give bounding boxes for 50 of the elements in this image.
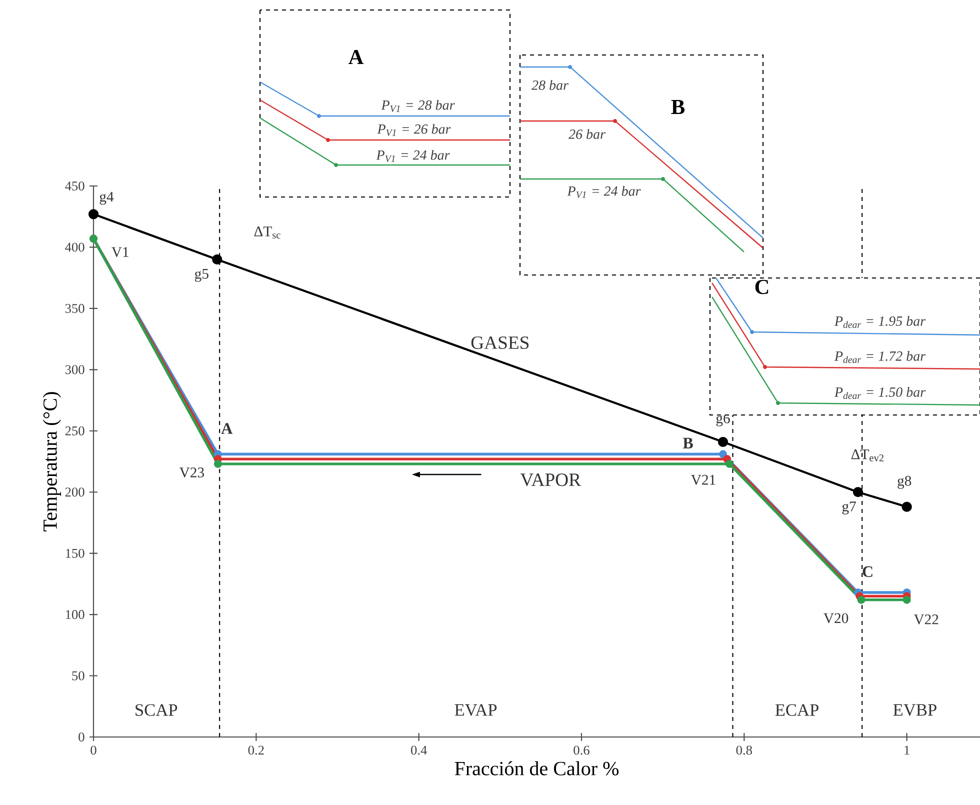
annotation: ΔT$_{sc}$ (254, 226, 280, 239)
text: A (348, 50, 364, 64)
text: C (755, 280, 768, 294)
annotation: g4 (100, 192, 114, 205)
y-tick-label: 450 (65, 181, 84, 190)
annotation: P$_{dear}$ = 1.95 bar (834, 316, 926, 328)
text: P$_{V1}$ = 24 bar (376, 150, 450, 162)
x-tick-label: 0.6 (574, 746, 590, 755)
y-tick-label: 100 (66, 610, 84, 620)
x-tick-label: 0 (90, 746, 96, 755)
y-tick-label: 200 (65, 488, 84, 497)
annotation: V22 (914, 614, 938, 624)
annotation: V1 (112, 247, 128, 258)
annotation: SCAP (136, 704, 178, 716)
text: 26 bar (568, 129, 606, 139)
y-tick-label: 400 (65, 242, 84, 252)
annotation: EVBP (893, 704, 936, 716)
y-tick-label: 0 (78, 732, 84, 742)
annotation: V20 (824, 613, 848, 624)
text: B (671, 100, 685, 114)
annotation: P$_{dear}$ = 1.72 bar (834, 350, 926, 363)
annotation: g7 (842, 502, 856, 514)
annotation: C (862, 566, 872, 578)
annotation: P$_{V1}$ = 24 bar (567, 186, 641, 198)
annotation: GASES (471, 336, 529, 349)
annotation: P$_{dear}$ = 1.50 bar (834, 386, 926, 399)
y-tick-label: 250 (65, 426, 84, 436)
annotation: VAPOR (520, 474, 581, 486)
annotation: A (221, 423, 233, 434)
x-tick-label: 1 (904, 746, 910, 754)
x-tick-label: 0.4 (410, 746, 427, 755)
annotation: EVAP (454, 704, 497, 716)
annotation: B (682, 438, 693, 448)
text: 28 bar (532, 80, 569, 90)
y-tick-label: 300 (65, 365, 84, 374)
annotation: V21 (691, 474, 716, 485)
annotation: ΔT$_{ev2}$ (851, 449, 884, 462)
annotation: V23 (179, 468, 204, 478)
x-tick-label: 0.8 (736, 746, 752, 755)
y-tick-label: 50 (72, 671, 84, 680)
text: P$_{V1}$ = 28 bar (381, 100, 455, 112)
x-tick-label: 0.2 (248, 746, 264, 755)
y-axis-title: Temperatura (°C) (42, 392, 61, 532)
y-tick-label: 150 (66, 548, 84, 558)
annotation: g8 (898, 476, 912, 489)
text: P$_{V1}$ = 26 bar (377, 124, 451, 136)
annotation: g5 (194, 268, 208, 282)
annotation: ECAP (775, 704, 818, 716)
y-tick-label: 350 (65, 304, 84, 313)
x-axis-title: Fracción de Calor % (454, 761, 619, 776)
